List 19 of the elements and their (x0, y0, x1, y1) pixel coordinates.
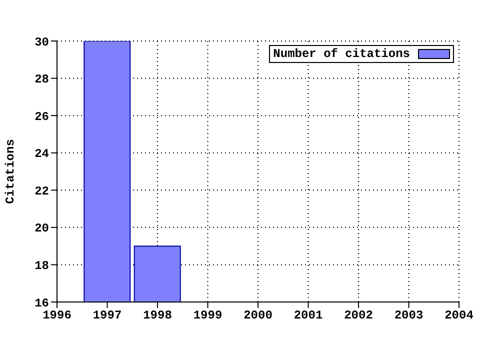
x-tick-label: 2004 (444, 308, 474, 323)
y-tick-label: 24 (34, 147, 49, 162)
y-tick-label: 22 (34, 184, 49, 198)
y-axis-title: Citations (3, 139, 18, 204)
y-tick-label: 18 (34, 258, 49, 273)
y-tick-label: 30 (34, 35, 49, 50)
legend-label: Number of citations (273, 47, 411, 61)
x-tick-label: 2002 (344, 308, 373, 323)
y-tick-label: 20 (34, 222, 49, 236)
y-tick-label: 16 (34, 296, 49, 310)
x-tick-label: 1998 (143, 308, 172, 323)
x-tick-label: 2003 (394, 308, 424, 323)
y-tick-label: 28 (34, 72, 49, 87)
x-tick-label: 1997 (92, 308, 122, 323)
x-tick-label: 2000 (244, 308, 272, 323)
x-tick-label: 1996 (42, 308, 72, 323)
x-tick-label: 2001 (294, 308, 323, 323)
x-tick-label: 1999 (193, 308, 222, 323)
y-tick-label: 26 (34, 110, 49, 124)
